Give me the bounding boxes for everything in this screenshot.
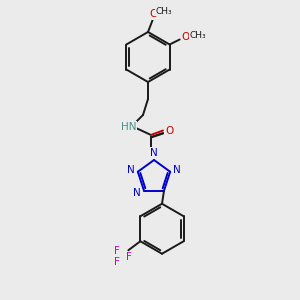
Text: HN: HN (121, 122, 137, 132)
Text: N: N (173, 165, 181, 175)
Text: F: F (114, 246, 120, 256)
Text: N: N (127, 165, 135, 175)
Text: O: O (182, 32, 190, 41)
Text: N: N (133, 188, 141, 198)
Text: O: O (165, 126, 173, 136)
Text: O: O (149, 9, 157, 19)
Text: F: F (126, 252, 132, 262)
Text: CH₃: CH₃ (189, 31, 206, 40)
Text: CH₃: CH₃ (156, 7, 172, 16)
Text: F: F (114, 257, 120, 267)
Text: N: N (150, 148, 158, 158)
